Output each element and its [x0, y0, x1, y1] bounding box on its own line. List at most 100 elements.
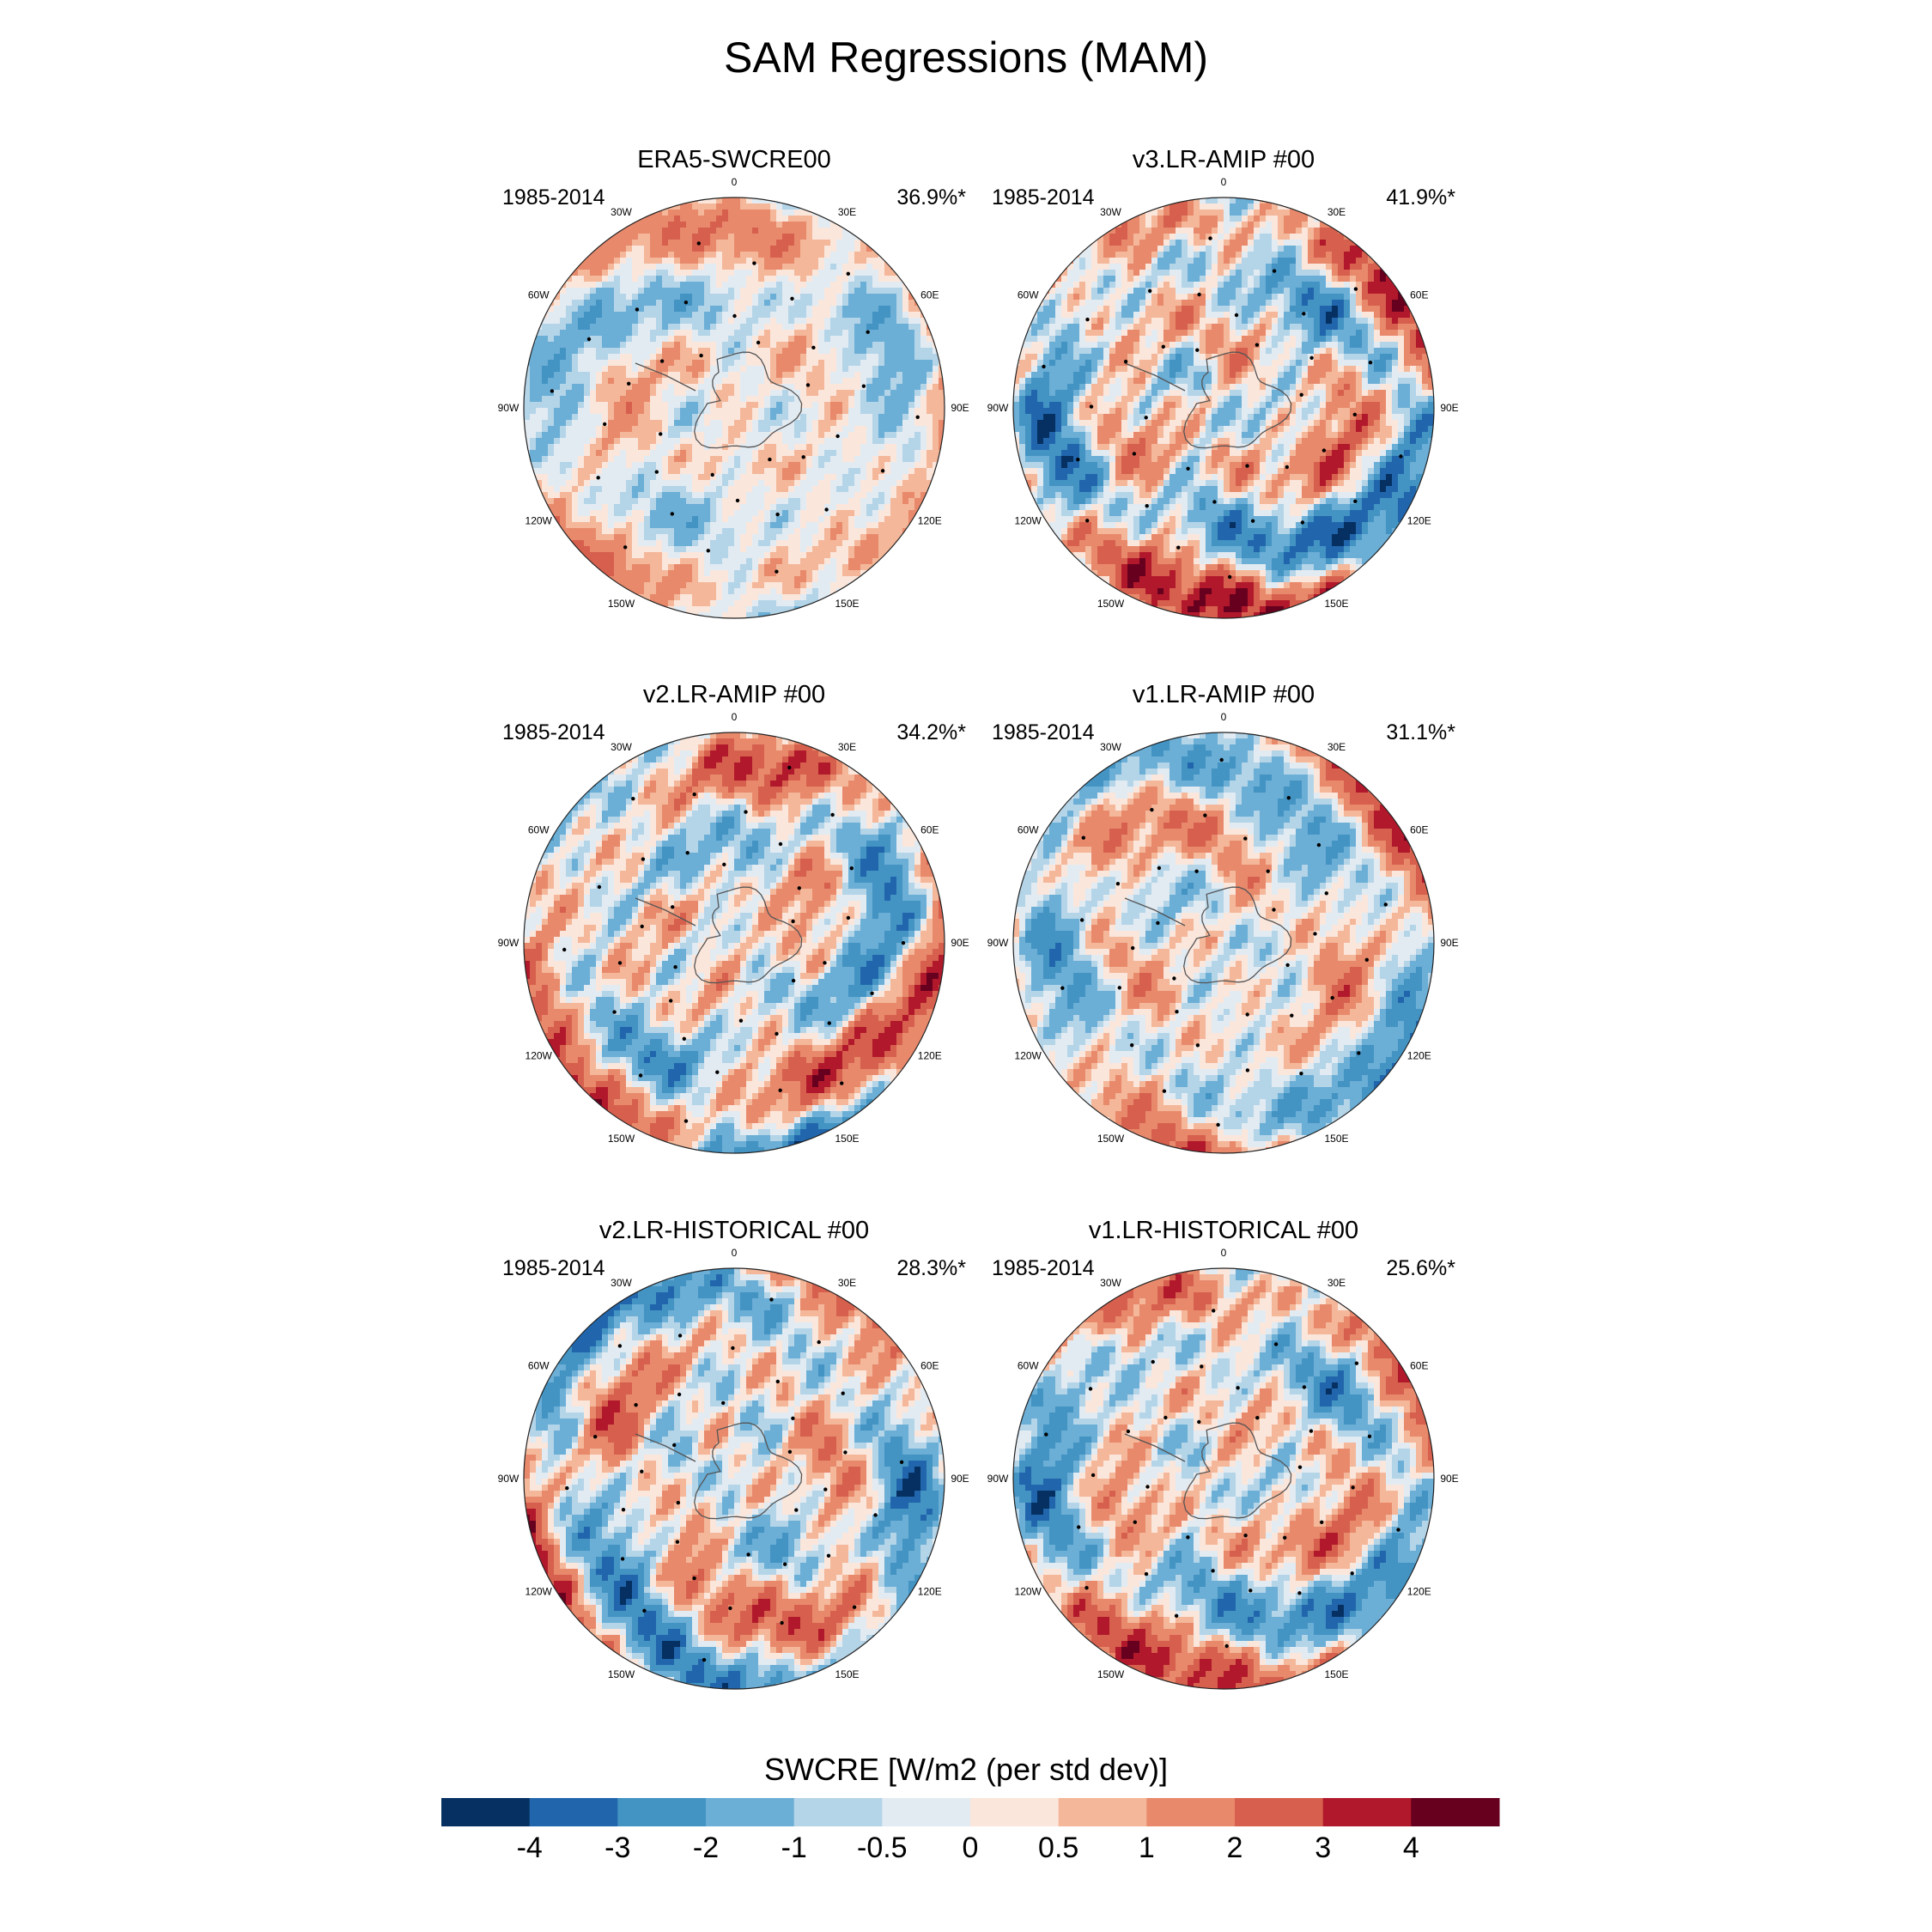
- longitude-tick-label: 60W: [528, 1360, 550, 1372]
- panel-title: v3.LR-AMIP #00: [970, 146, 1477, 174]
- significance-dot: [756, 340, 761, 345]
- significance-dot: [702, 1657, 707, 1662]
- significance-dot: [1132, 452, 1137, 456]
- significance-dot: [732, 313, 737, 319]
- significance-dot: [1228, 574, 1232, 580]
- significance-dot: [1245, 1012, 1249, 1017]
- significance-dot: [638, 1073, 643, 1078]
- significance-dot: [861, 384, 866, 388]
- longitude-tick-label: 120E: [1407, 1586, 1431, 1598]
- longitude-tick-label: 90E: [1440, 937, 1458, 949]
- significance-dot: [1145, 1485, 1150, 1489]
- significance-dot: [1383, 902, 1388, 907]
- colorbar-swatch: [529, 1798, 618, 1826]
- significance-dot: [1088, 1387, 1093, 1391]
- regression-field: [524, 1268, 945, 1689]
- map-border: [523, 197, 945, 619]
- significance-dot: [1399, 454, 1403, 459]
- polar-map: 030E60E90E120E150E180150W120W90W60W30W: [987, 176, 1459, 619]
- significance-dot: [715, 1070, 720, 1074]
- significance-dot: [1163, 1415, 1168, 1420]
- significance-dot: [823, 1487, 828, 1492]
- significance-dot: [1367, 1434, 1372, 1438]
- significance-dot: [1316, 842, 1321, 848]
- longitude-tick-label: 90E: [1440, 402, 1458, 414]
- significance-dot: [1076, 458, 1080, 462]
- significance-dot: [731, 1346, 735, 1351]
- significance-dot: [620, 1557, 625, 1561]
- peninsula-coastline: [1124, 897, 1186, 927]
- significance-dot: [901, 941, 906, 945]
- significance-dot: [840, 1081, 844, 1085]
- significance-dot: [692, 792, 696, 797]
- peninsula-coastline: [635, 1433, 696, 1462]
- significance-dot: [1285, 465, 1289, 470]
- significance-dot: [1126, 1429, 1131, 1434]
- significance-dot: [1175, 1010, 1179, 1014]
- significance-dot: [672, 1443, 677, 1448]
- significance-dot: [670, 512, 674, 516]
- significance-dot: [1077, 1525, 1081, 1529]
- significance-dot: [1172, 976, 1176, 981]
- significance-dot: [1145, 504, 1149, 508]
- significance-dot: [1156, 920, 1160, 926]
- significance-dot: [1133, 1520, 1137, 1524]
- colorbar-swatch: [1322, 1798, 1412, 1826]
- significance-dot: [843, 1450, 848, 1455]
- peninsula-coastline: [635, 362, 696, 392]
- significance-dot: [640, 924, 644, 929]
- longitude-tick-label: 90E: [951, 1473, 969, 1485]
- significance-dot: [1243, 1534, 1248, 1538]
- longitude-tick-label: 30E: [838, 1277, 856, 1289]
- significance-dot: [826, 1553, 831, 1558]
- significance-dot: [1285, 963, 1290, 968]
- significance-dot: [677, 1392, 682, 1397]
- significance-dot: [823, 961, 827, 965]
- longitude-tick-label: 120W: [1015, 1050, 1042, 1062]
- panel-period: 1985-2014: [992, 185, 1095, 210]
- longitude-tick-label: 0: [732, 711, 738, 723]
- significance-dot: [827, 1021, 831, 1025]
- significance-dot: [780, 1620, 784, 1625]
- significance-dot: [835, 434, 840, 439]
- significance-dot: [1115, 882, 1121, 886]
- significance-dot: [866, 330, 870, 334]
- significance-dot: [738, 1018, 744, 1023]
- significance-dot: [1211, 1569, 1215, 1573]
- colorbar-swatch: [970, 1798, 1060, 1826]
- significance-dot: [846, 915, 851, 920]
- significance-dot: [805, 383, 811, 387]
- significance-dot: [1299, 392, 1303, 397]
- significance-dot: [817, 1340, 821, 1345]
- longitude-tick-label: 150W: [608, 598, 635, 610]
- longitude-tick-label: 150E: [1324, 1133, 1348, 1145]
- significance-dot: [1351, 1485, 1355, 1490]
- significance-dot: [1299, 1072, 1303, 1076]
- panel-title: v1.LR-HISTORICAL #00: [970, 1217, 1477, 1245]
- regression-field: [1013, 197, 1434, 618]
- longitude-tick-label: 0: [1221, 711, 1227, 723]
- significance-dot: [778, 1088, 782, 1092]
- significance-dot: [1266, 869, 1270, 873]
- significance-dot: [849, 866, 854, 871]
- antarctica-coastline: [694, 351, 803, 449]
- significance-dot: [671, 905, 675, 909]
- significance-dot: [669, 999, 673, 1003]
- significance-dot: [1309, 1429, 1314, 1433]
- significance-dot: [1174, 1613, 1179, 1618]
- significance-dot: [783, 1562, 787, 1566]
- significance-dot: [550, 389, 555, 393]
- significance-dot: [768, 457, 772, 462]
- longitude-tick-label: 30W: [1100, 206, 1121, 218]
- panel-percent: 36.9%*: [896, 185, 966, 210]
- longitude-tick-label: 120E: [918, 1050, 942, 1062]
- significance-dot: [787, 1449, 793, 1454]
- longitude-tick-label: 150E: [835, 598, 859, 610]
- significance-dot: [728, 1606, 732, 1611]
- longitude-tick-label: 120W: [526, 1050, 553, 1062]
- significance-dot: [1234, 313, 1239, 318]
- map-panel-era5: ERA5-SWCRE00 1985-2014 36.9%* 0 30E 60E 90E…: [481, 146, 987, 627]
- significance-dot: [1208, 236, 1212, 240]
- longitude-tick-label: 120E: [918, 515, 942, 527]
- longitude-tick-label: 30W: [611, 1277, 632, 1289]
